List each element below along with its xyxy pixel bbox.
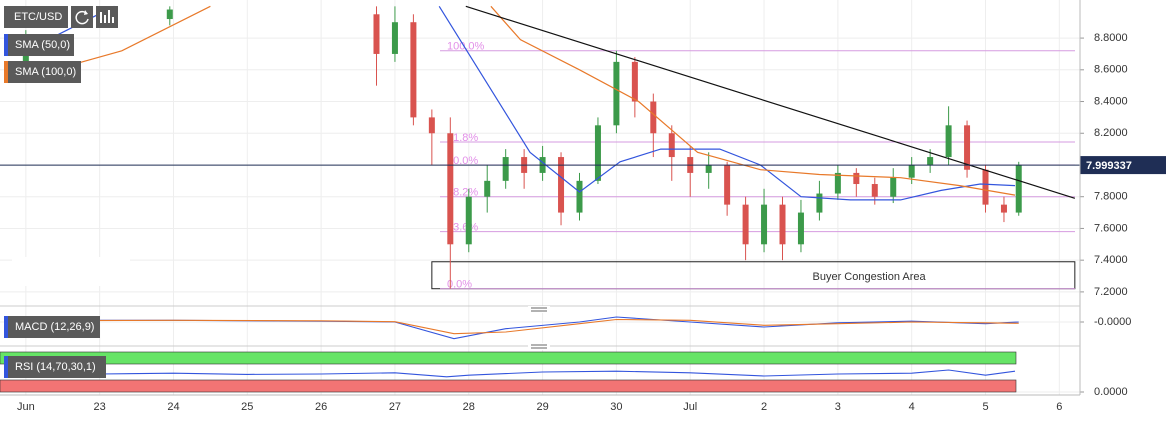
candle-body <box>964 125 971 170</box>
x-tick-label: 5 <box>982 401 988 413</box>
last-price-box <box>1080 156 1166 175</box>
candle-body <box>558 157 565 213</box>
candle-body <box>410 22 417 118</box>
x-tick-label: 27 <box>389 401 401 413</box>
x-tick-label: Jun <box>17 401 35 413</box>
indicator-line <box>25 369 1016 378</box>
indicator-line <box>25 318 1019 335</box>
candle-body <box>484 180 491 197</box>
candle-body <box>816 193 823 213</box>
candle-body <box>742 204 749 245</box>
pane-handle[interactable] <box>528 343 550 350</box>
candle-body <box>22 46 29 70</box>
legend-box <box>4 356 106 378</box>
x-tick-label: 6 <box>1056 401 1062 413</box>
last-price-label: 7.999337 <box>1086 160 1132 172</box>
x-tick-label: 26 <box>315 401 327 413</box>
x-tick-label: Jul <box>683 401 697 413</box>
candle-body <box>613 61 620 126</box>
y-tick-label: 7.6000 <box>1094 222 1128 234</box>
indicator-button[interactable] <box>96 6 118 28</box>
x-tick-label: 25 <box>241 401 253 413</box>
fib-label: 38.2% <box>447 187 478 199</box>
candle-body <box>705 164 712 173</box>
x-tick-label: 28 <box>463 401 475 413</box>
macd-label: MACD (12,26,9) <box>15 321 94 333</box>
x-tick-label: 24 <box>167 401 179 413</box>
y-tick-label: 7.8000 <box>1094 191 1128 203</box>
legend-box <box>4 6 68 28</box>
legend-swatch <box>4 61 8 83</box>
candle-body <box>871 184 878 197</box>
x-tick-label: 29 <box>536 401 548 413</box>
refresh-button[interactable] <box>71 6 93 28</box>
candle-body <box>982 169 989 205</box>
candle-body <box>853 172 860 185</box>
candle-body <box>945 125 952 158</box>
y-tick-label: 8.8000 <box>1094 32 1128 44</box>
x-tick-label: 4 <box>909 401 915 413</box>
candle-body <box>502 157 509 181</box>
y-tick-label: 7.4000 <box>1094 254 1128 266</box>
legend-swatch <box>4 316 8 338</box>
candle-body <box>834 172 841 194</box>
y-tick-label: 8.4000 <box>1094 95 1128 107</box>
trendline <box>465 5 1076 199</box>
legend-swatch <box>4 34 8 56</box>
fib-label: 100.0% <box>447 41 485 53</box>
candle-body <box>761 204 768 245</box>
legend-label: SMA (100,0) <box>15 66 76 78</box>
y-tick-label: -0.0000 <box>1094 316 1131 328</box>
legend-swatch <box>4 356 8 378</box>
legend-box <box>4 34 74 56</box>
fib-label: 50.0% <box>447 155 478 167</box>
candle-body <box>927 157 934 165</box>
legend-box <box>4 316 100 338</box>
candle-body <box>650 101 657 134</box>
candle-body <box>447 133 454 245</box>
candle-body <box>890 177 897 197</box>
candle-body <box>631 61 638 102</box>
y-tick-label: 7.2000 <box>1094 286 1128 298</box>
legend-symbol: ETC/USD <box>14 11 62 23</box>
candle-body <box>373 14 380 54</box>
x-tick-label: 23 <box>94 401 106 413</box>
candle-body <box>1015 164 1022 213</box>
legend-box <box>4 61 81 83</box>
y-tick-label: 8.2000 <box>1094 127 1128 139</box>
rsi-band <box>0 351 1017 365</box>
candle-body <box>465 196 472 245</box>
legend-label: SMA (50,0) <box>15 39 70 51</box>
x-tick-label: 30 <box>610 401 622 413</box>
candle-body <box>724 164 731 205</box>
y-tick-label: 8.6000 <box>1094 64 1128 76</box>
x-tick-label: 2 <box>761 401 767 413</box>
candle-body <box>594 125 601 181</box>
fib-label: 61.8% <box>447 132 478 144</box>
rsi-label: RSI (14,70,30,1) <box>15 361 96 373</box>
candle-body <box>1000 204 1007 213</box>
candle-body <box>908 164 915 178</box>
candle-body <box>779 204 786 245</box>
candle-body <box>391 22 398 54</box>
candle-body <box>166 9 173 20</box>
blank-box <box>12 257 130 286</box>
candle-body <box>576 180 583 213</box>
x-tick-label: 3 <box>835 401 841 413</box>
candle-body <box>428 117 435 134</box>
candle-body <box>797 212 804 245</box>
rsi-band <box>0 379 1017 393</box>
zone-label: Buyer Congestion Area <box>813 271 927 283</box>
candle-body <box>668 133 675 158</box>
y-tick-label: 0.0000 <box>1094 386 1128 398</box>
pane-handle[interactable] <box>528 306 550 313</box>
fib-label: 0.0% <box>447 279 472 291</box>
